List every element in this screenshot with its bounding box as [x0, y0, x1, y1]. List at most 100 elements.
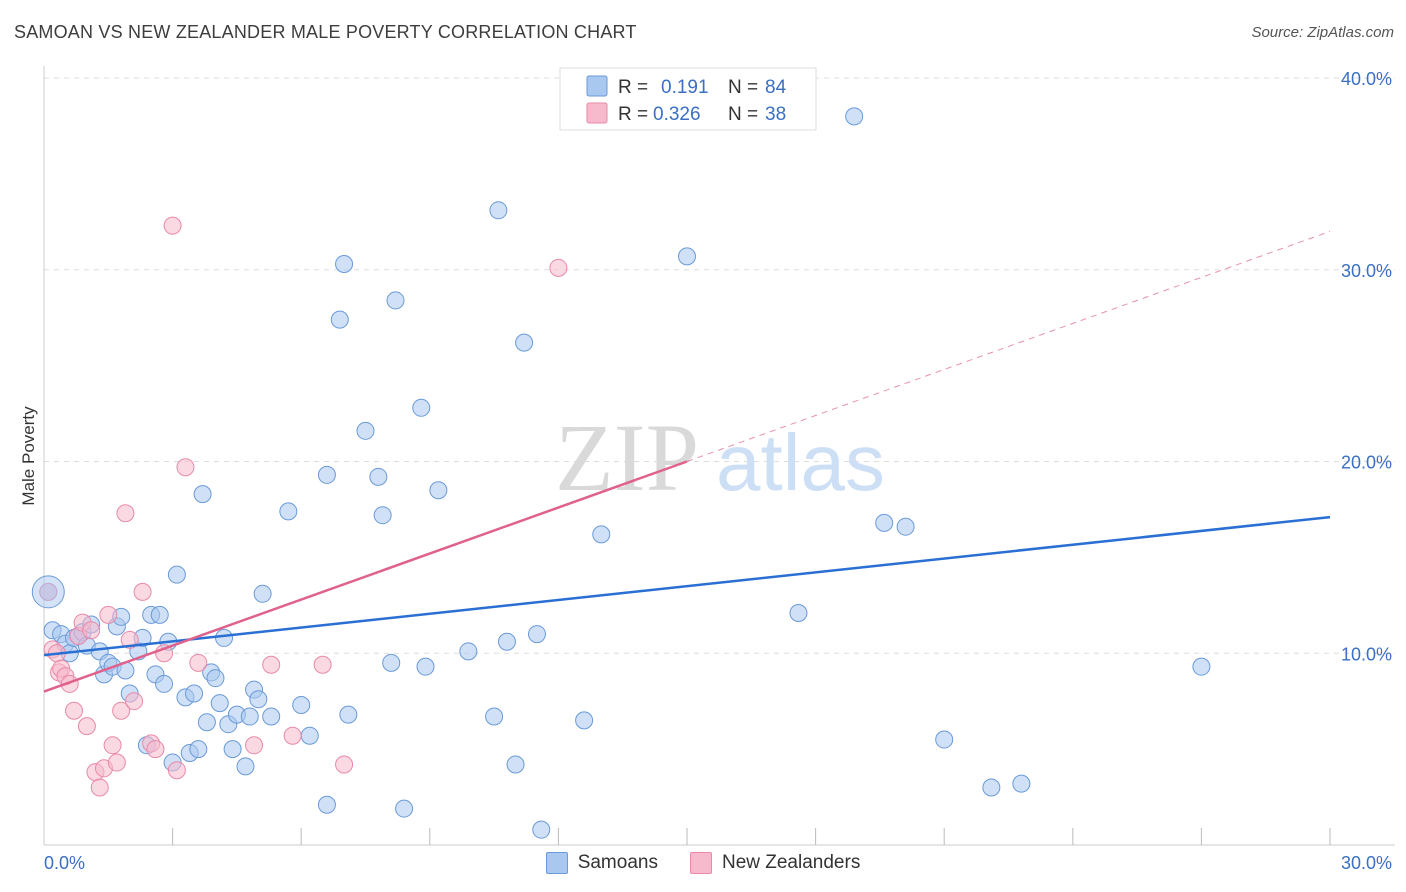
axes-layer	[43, 66, 1395, 846]
samoan-point	[373, 506, 392, 525]
samoan-point	[982, 778, 1001, 797]
nz-point	[146, 740, 165, 759]
samoan-point	[527, 625, 546, 644]
x-tick-label: 30.0%	[1341, 853, 1392, 873]
nz-n-value: 38	[765, 104, 786, 125]
samoan-point	[236, 757, 255, 776]
nz-point	[262, 655, 281, 674]
samoan-point	[485, 707, 504, 726]
nz-point	[112, 701, 131, 720]
samoan-point	[215, 628, 234, 647]
nz-point	[176, 458, 195, 477]
samoan-point	[789, 603, 808, 622]
nz-legend-swatch	[586, 102, 608, 124]
y-axis-title: Male Poverty	[19, 406, 38, 506]
nz-point	[313, 655, 332, 674]
trend-layer	[43, 230, 1331, 693]
nz-n-label: N =	[728, 104, 758, 125]
tick-labels: 10.0% 20.0% 30.0% 40.0% 0.0% 30.0%	[44, 69, 1392, 873]
nz-point	[103, 736, 122, 755]
nz-trend-line	[43, 460, 688, 693]
legend-item-samoans[interactable]: Samoans	[545, 852, 658, 874]
legend-label-new-zealanders: New Zealanders	[721, 852, 861, 873]
legend-item-new-zealanders[interactable]: New Zealanders	[689, 852, 861, 874]
samoan-point	[515, 333, 534, 352]
nz-point	[163, 216, 182, 235]
samoan-point	[339, 705, 358, 724]
samoan-point	[532, 820, 551, 839]
samoan-point	[155, 674, 174, 693]
nz-point	[549, 258, 568, 277]
samoan-point	[497, 632, 516, 651]
samoan-point	[369, 467, 388, 486]
y-tick-label: 20.0%	[1341, 453, 1392, 473]
watermark: ZIP atlas	[555, 404, 885, 511]
samoan-point	[189, 740, 208, 759]
nz-point	[283, 726, 302, 745]
samoan-point	[193, 485, 212, 504]
samoan-legend-swatch	[586, 75, 608, 97]
samoan-point	[279, 502, 298, 521]
samoan-point	[875, 513, 894, 532]
nz-point	[116, 504, 135, 523]
y-tick-label: 10.0%	[1341, 644, 1392, 664]
samoan-point	[253, 584, 272, 603]
x-tick-label: 0.0%	[44, 853, 85, 873]
samoan-point	[845, 107, 864, 126]
chart-title: SAMOAN VS NEW ZEALANDER MALE POVERTY COR…	[14, 22, 637, 42]
nz-point	[125, 692, 144, 711]
samoan-cluster-point	[31, 575, 65, 609]
nz-point	[90, 778, 109, 797]
samoan-point	[506, 755, 525, 774]
samoan-n-value: 84	[765, 77, 787, 98]
samoan-point	[249, 690, 268, 709]
nz-r-value: 0.326	[653, 104, 701, 125]
samoan-point	[206, 669, 225, 688]
nz-point	[167, 761, 186, 780]
nz-point	[107, 753, 126, 772]
stats-legend: R = 0.191 N = 84 R = 0.326 N = 38	[559, 67, 817, 131]
samoan-point	[935, 730, 954, 749]
samoan-point	[262, 707, 281, 726]
samoan-point	[223, 740, 242, 759]
nz-point	[77, 717, 96, 736]
source-label: Source: ZipAtlas.com	[1251, 24, 1394, 41]
samoan-r-label: R =	[618, 77, 648, 98]
points-layer	[31, 107, 1211, 839]
nz-r-label: R =	[618, 104, 648, 125]
samoan-point	[317, 465, 336, 484]
legend-label-samoans: Samoans	[577, 852, 658, 873]
y-tick-label: 40.0%	[1341, 69, 1392, 89]
samoan-point	[300, 726, 319, 745]
watermark-zip: ZIP	[555, 404, 699, 511]
watermark-atlas: atlas	[716, 418, 885, 507]
nz-point	[189, 653, 208, 672]
samoan-point	[335, 254, 354, 273]
samoans-swatch	[545, 852, 568, 874]
samoan-point	[330, 310, 349, 329]
nz-point	[245, 736, 264, 755]
samoan-point	[317, 795, 336, 814]
samoan-trend-line	[43, 515, 1331, 657]
samoan-point	[197, 713, 216, 732]
samoan-point	[678, 247, 696, 266]
samoan-point	[459, 642, 478, 661]
nz-point	[82, 621, 101, 640]
samoan-point	[489, 201, 508, 220]
nz-point	[335, 755, 354, 774]
samoan-point	[412, 398, 431, 417]
samoan-point	[292, 696, 311, 715]
series-legend: Samoans New Zealanders	[0, 852, 1406, 874]
samoan-point	[575, 711, 594, 730]
nz-point	[133, 582, 152, 601]
samoan-point	[896, 517, 915, 536]
samoan-point	[416, 657, 435, 676]
samoan-point	[1192, 657, 1211, 676]
samoan-point	[185, 684, 204, 703]
samoan-point	[1012, 774, 1031, 793]
samoan-point	[429, 481, 448, 500]
nz-point	[120, 630, 139, 649]
samoan-point	[386, 291, 405, 310]
samoan-n-label: N =	[728, 77, 758, 98]
samoan-r-value: 0.191	[661, 77, 709, 98]
